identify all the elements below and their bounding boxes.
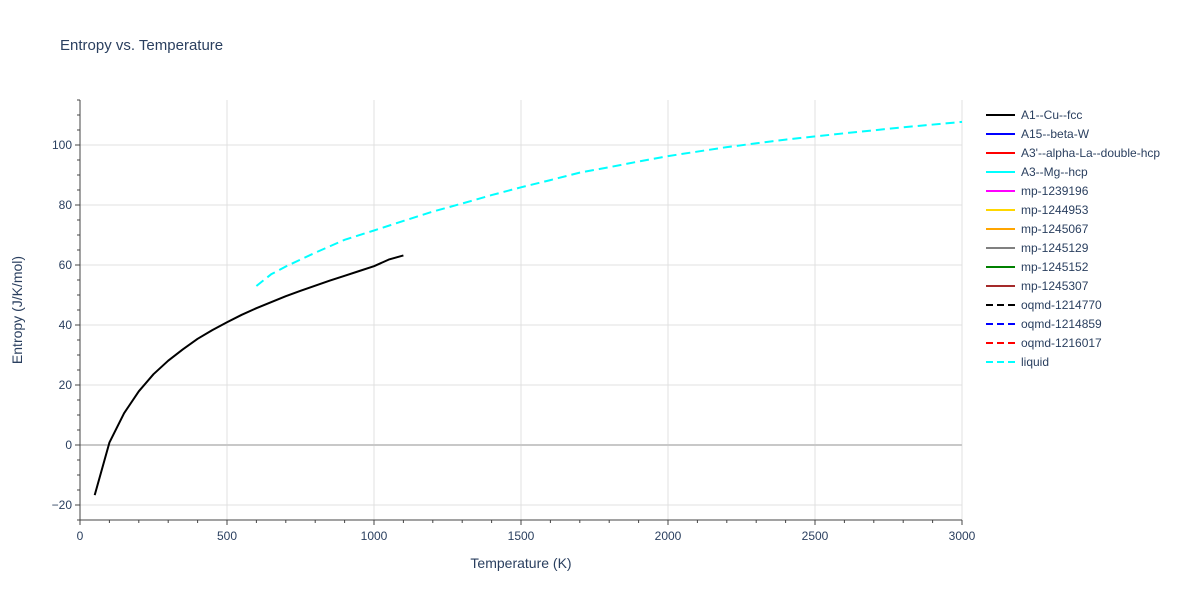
y-tick-label: 40	[59, 318, 73, 332]
y-tick-label: −20	[52, 498, 73, 512]
series-lines	[93, 120, 963, 496]
legend-label: A3--Mg--hcp	[1021, 165, 1088, 179]
legend-label: oqmd-1214859	[1021, 317, 1102, 331]
x-tick-label: 500	[217, 529, 237, 543]
legend-item[interactable]: mp-1244953	[986, 203, 1089, 217]
legend-item[interactable]: A1--Cu--fcc	[986, 108, 1082, 122]
legend-item[interactable]: A15--beta-W	[986, 127, 1090, 141]
legend-item[interactable]: oqmd-1214859	[986, 317, 1102, 331]
legend-item[interactable]: mp-1239196	[986, 184, 1089, 198]
legend-label: mp-1244953	[1021, 203, 1089, 217]
y-axis-label: Entropy (J/K/mol)	[9, 256, 25, 364]
legend-label: mp-1245152	[1021, 260, 1089, 274]
axes: 0 500 1000 1500 2000 2500 3000 −20 0 20 40 60 80 100	[52, 99, 976, 543]
legend-label: mp-1245129	[1021, 241, 1089, 255]
legend-label: oqmd-1216017	[1021, 336, 1102, 350]
x-tick-label: 2500	[802, 529, 829, 543]
gridlines	[80, 100, 963, 520]
legend-item[interactable]: mp-1245152	[986, 260, 1089, 274]
legend-item[interactable]: mp-1245129	[986, 241, 1089, 255]
legend[interactable]: A1--Cu--fcc A15--beta-W A3'--alpha-La--dou…	[986, 108, 1160, 369]
x-tick-label: 0	[77, 529, 84, 543]
x-tick-label: 1500	[508, 529, 535, 543]
x-tick-label: 3000	[949, 529, 976, 543]
legend-item[interactable]: liquid	[986, 355, 1049, 369]
x-tick-label: 2000	[655, 529, 682, 543]
legend-item[interactable]: mp-1245307	[986, 279, 1089, 293]
y-tick-label: 80	[59, 198, 73, 212]
x-axis-label: Temperature (K)	[470, 555, 571, 571]
legend-label: mp-1245067	[1021, 222, 1089, 236]
y-tick-label: 20	[59, 378, 73, 392]
legend-label: A3'--alpha-La--double-hcp	[1021, 146, 1160, 160]
y-tick-label: 100	[52, 138, 72, 152]
legend-item[interactable]: mp-1245067	[986, 222, 1089, 236]
series-line-a1-cu-fcc	[93, 254, 404, 496]
legend-label: mp-1239196	[1021, 184, 1089, 198]
chart-title: Entropy vs. Temperature	[60, 37, 223, 54]
legend-label: A1--Cu--fcc	[1021, 108, 1082, 122]
legend-label: oqmd-1214770	[1021, 298, 1102, 312]
x-tick-label: 1000	[361, 529, 388, 543]
series-line-liquid	[255, 120, 963, 287]
y-tick-label: 0	[65, 438, 72, 452]
y-tick-label: 60	[59, 258, 73, 272]
legend-item[interactable]: oqmd-1214770	[986, 298, 1102, 312]
legend-item[interactable]: A3'--alpha-La--double-hcp	[986, 146, 1160, 160]
legend-item[interactable]: A3--Mg--hcp	[986, 165, 1088, 179]
legend-item[interactable]: oqmd-1216017	[986, 336, 1102, 350]
legend-label: mp-1245307	[1021, 279, 1089, 293]
legend-label: liquid	[1021, 355, 1049, 369]
legend-label: A15--beta-W	[1021, 127, 1090, 141]
